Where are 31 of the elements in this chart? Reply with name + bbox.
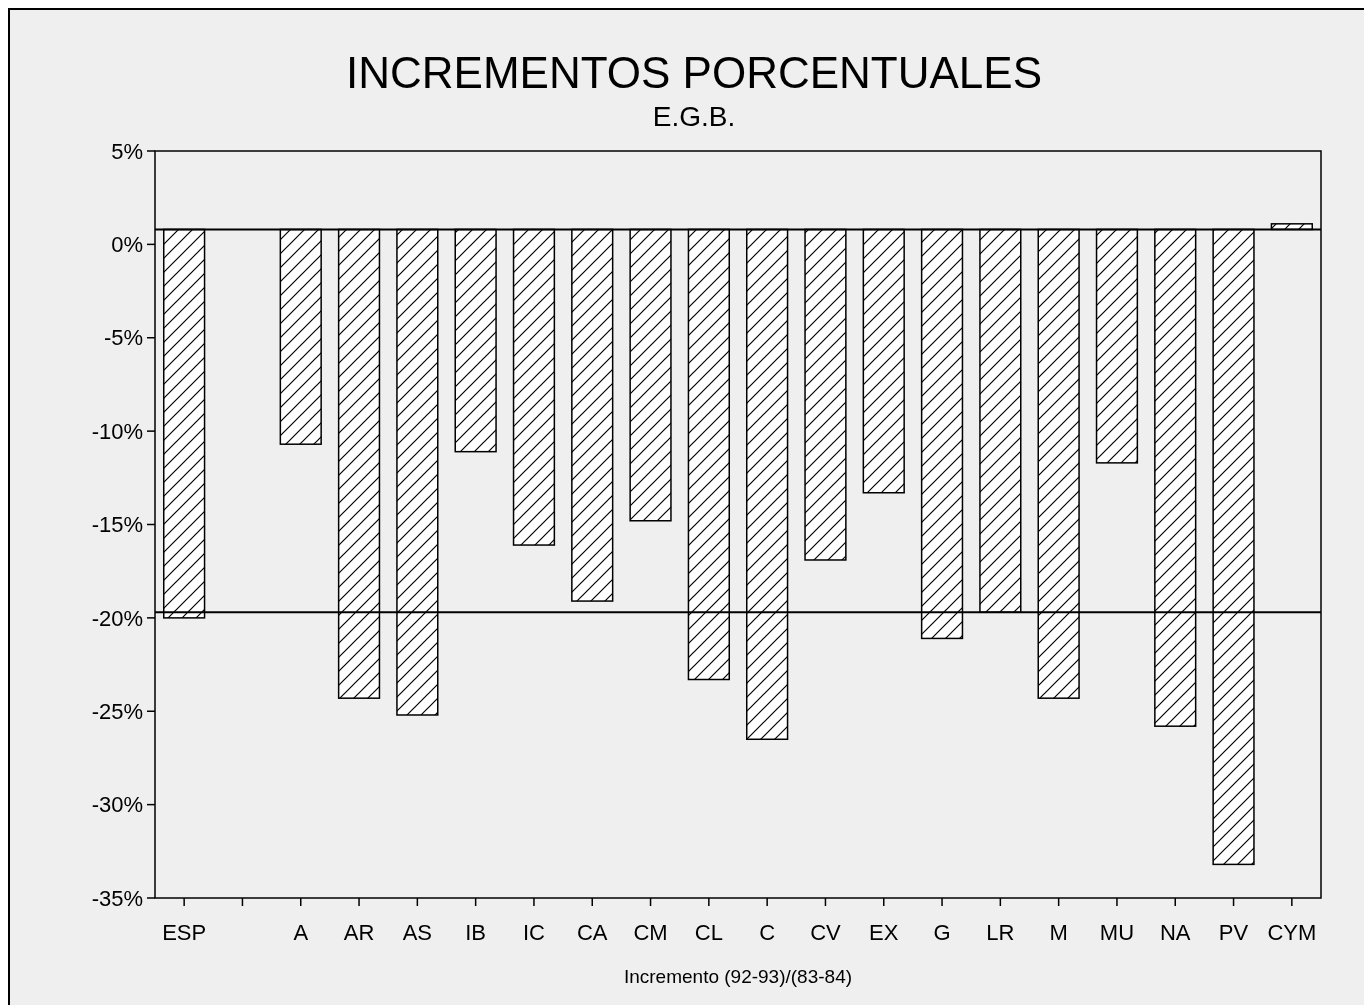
x-tick-label: IC xyxy=(522,920,546,945)
x-tick-label: EX xyxy=(869,920,899,945)
y-tick-label: -5% xyxy=(103,325,143,351)
y-tick-label: -20% xyxy=(91,605,143,631)
x-tick-label: MU xyxy=(1099,920,1135,945)
y-tick-label: -35% xyxy=(91,885,143,911)
x-axis-title: Incremento (92-93)/(83-84) xyxy=(623,966,853,987)
y-tick-label: 5% xyxy=(111,138,143,164)
x-tick-label: CA xyxy=(576,920,608,945)
x-tick-label: G xyxy=(933,920,951,945)
x-tick-label: NA xyxy=(1159,920,1191,945)
y-tick-label: 0% xyxy=(111,232,143,258)
y-tick-label: -25% xyxy=(91,698,143,724)
x-tick-label: M xyxy=(1049,920,1068,945)
x-tick-label: CV xyxy=(810,920,842,945)
chart-subtitle: E.G.B. xyxy=(652,101,736,132)
x-tick-label: C xyxy=(759,920,776,945)
chart-title: INCREMENTOS PORCENTUALES xyxy=(346,48,1042,97)
x-tick-label: AS xyxy=(402,920,433,945)
x-tick-label: CL xyxy=(694,920,723,945)
x-tick-label: CYM xyxy=(1267,920,1317,945)
y-tick-label: -15% xyxy=(91,512,143,538)
y-tick-label: -10% xyxy=(91,418,143,444)
x-tick-label: ESP xyxy=(162,920,207,945)
x-tick-label: CM xyxy=(633,920,668,945)
x-tick-label: A xyxy=(293,920,309,945)
x-tick-label: IB xyxy=(465,920,487,945)
x-tick-label: AR xyxy=(343,920,375,945)
x-tick-label: LR xyxy=(986,920,1015,945)
x-tick-label: PV xyxy=(1218,920,1249,945)
y-tick-label: -30% xyxy=(91,792,143,818)
